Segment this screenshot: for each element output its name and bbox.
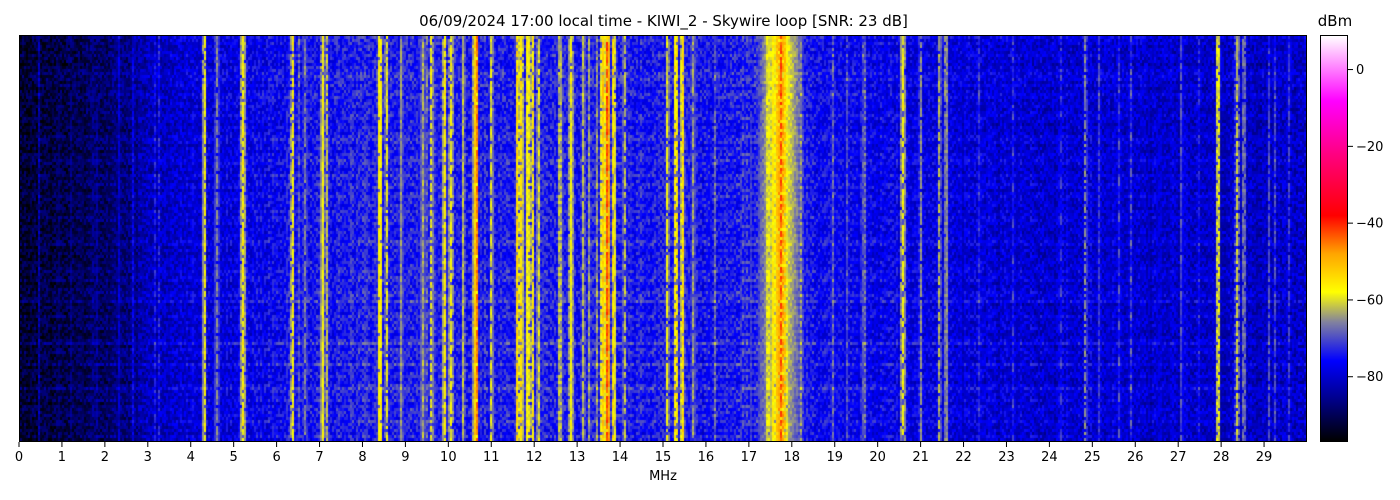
x-tick-label: 18 [784,450,801,465]
x-tick-label: 20 [869,450,886,465]
x-tick-label: 24 [1041,450,1058,465]
x-tick-label: 15 [655,450,672,465]
x-tick-label: 17 [741,450,758,465]
x-tick-label: 8 [358,450,366,465]
colorbar-tick-label: −80 [1356,370,1383,385]
x-tick-label: 7 [315,450,323,465]
x-tick-label: 25 [1084,450,1101,465]
colorbar-tick-label: 0 [1356,63,1364,78]
x-tick-label: 4 [187,450,195,465]
x-tick-label: 0 [15,450,23,465]
x-tick-label: 29 [1256,450,1273,465]
x-tick-label: 1 [58,450,66,465]
x-tick-label: 22 [955,450,972,465]
x-tick-label: 12 [526,450,543,465]
x-tick-label: 2 [101,450,109,465]
colorbar [1320,35,1348,442]
colorbar-tick-label: −20 [1356,140,1383,155]
x-tick-label: 9 [401,450,409,465]
colorbar-tick-label: −60 [1356,293,1383,308]
x-tick-label: 27 [1170,450,1187,465]
x-tick-label: 26 [1127,450,1144,465]
x-tick-label: 11 [483,450,500,465]
spectrogram-heatmap [20,36,1306,441]
colorbar-unit-label: dBm [1317,12,1353,30]
x-tick-label: 14 [612,450,629,465]
x-tick-label: 6 [272,450,280,465]
x-tick-label: 16 [698,450,715,465]
x-tick-label: 23 [998,450,1015,465]
x-tick-label: 10 [440,450,457,465]
x-tick-label: 3 [144,450,152,465]
colorbar-tick-label: −40 [1356,217,1383,232]
x-tick-label: 5 [230,450,238,465]
x-tick-label: 21 [912,450,929,465]
x-axis-label: MHz [649,469,677,484]
spectrogram-plot-area[interactable] [19,35,1307,442]
x-tick-label: 28 [1213,450,1230,465]
x-tick-label: 19 [826,450,843,465]
chart-title: 06/09/2024 17:00 local time - KIWI_2 - S… [419,12,908,30]
x-tick-label: 13 [569,450,586,465]
